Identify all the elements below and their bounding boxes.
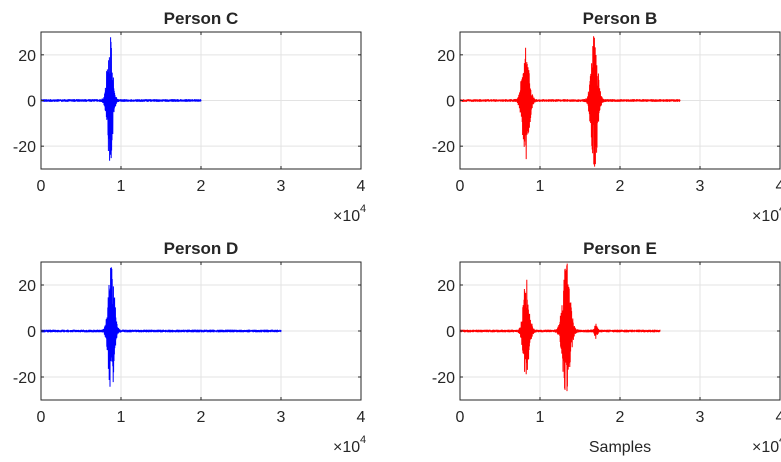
x-multiplier-exponent: 4 — [779, 434, 781, 446]
x-multiplier: ×10 — [752, 208, 779, 225]
y-tick-label: 0 — [446, 324, 455, 341]
y-tick-label: 0 — [27, 324, 36, 341]
x-tick-label: 2 — [197, 409, 206, 426]
y-tick-label: 0 — [446, 94, 455, 111]
signal-line — [460, 36, 681, 167]
y-tick-label: 20 — [437, 48, 455, 65]
x-tick-label: 3 — [277, 178, 286, 195]
x-tick-label: 4 — [776, 178, 781, 195]
x-tick-label: 3 — [696, 409, 705, 426]
x-tick-label: 2 — [197, 178, 206, 195]
x-tick-label: 1 — [117, 409, 126, 426]
x-tick-label: 1 — [536, 178, 545, 195]
y-tick-label: 20 — [18, 48, 36, 65]
y-tick-label: -20 — [13, 139, 36, 156]
panel-title: Person C — [164, 9, 239, 28]
x-tick-label: 1 — [536, 409, 545, 426]
panel-title: Person E — [583, 239, 657, 258]
x-tick-label: 3 — [277, 409, 286, 426]
x-multiplier: ×10 — [333, 439, 360, 456]
x-tick-label: 3 — [696, 178, 705, 195]
x-multiplier: ×10 — [333, 208, 360, 225]
x-multiplier-exponent: 4 — [779, 203, 781, 215]
x-tick-label: 4 — [357, 409, 366, 426]
signal-line — [41, 267, 282, 387]
x-tick-label: 0 — [37, 178, 46, 195]
x-tick-label: 1 — [117, 178, 126, 195]
x-tick-label: 2 — [616, 178, 625, 195]
x-multiplier-exponent: 4 — [360, 434, 366, 446]
x-multiplier-exponent: 4 — [360, 203, 366, 215]
x-tick-label: 2 — [616, 409, 625, 426]
y-tick-label: -20 — [432, 139, 455, 156]
signal-line — [460, 263, 661, 392]
y-tick-label: 20 — [437, 278, 455, 295]
y-tick-label: -20 — [13, 370, 36, 387]
panel-title: Person B — [583, 9, 658, 28]
x-tick-label: 0 — [37, 409, 46, 426]
x-multiplier: ×10 — [752, 439, 779, 456]
x-tick-label: 0 — [456, 178, 465, 195]
x-axis-label: Samples — [589, 439, 651, 456]
signal-line — [41, 37, 202, 161]
x-tick-label: 0 — [456, 409, 465, 426]
y-tick-label: 0 — [27, 94, 36, 111]
x-tick-label: 4 — [357, 178, 366, 195]
x-tick-label: 4 — [776, 409, 781, 426]
y-tick-label: -20 — [432, 370, 455, 387]
y-tick-label: 20 — [18, 278, 36, 295]
panel-title: Person D — [164, 239, 239, 258]
